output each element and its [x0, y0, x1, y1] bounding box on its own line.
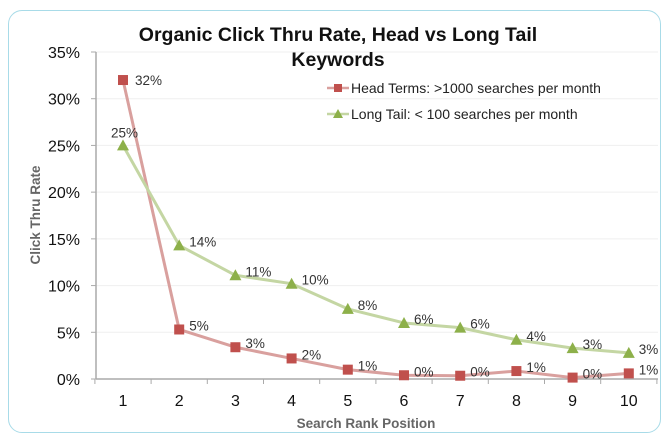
legend-marker-triangle-icon	[333, 109, 343, 118]
legend-item-long-tail: Long Tail: < 100 searches per month	[327, 106, 578, 122]
x-tick-label: 7	[456, 393, 465, 410]
legend: Head Terms: >1000 searches per month Lon…	[327, 80, 601, 122]
data-point-square	[511, 366, 522, 377]
data-label: 3%	[245, 336, 265, 351]
data-label: 1%	[639, 362, 659, 377]
y-tick-label: 5%	[57, 325, 80, 342]
data-point-square	[118, 75, 128, 86]
data-label: 0%	[470, 365, 490, 380]
legend-item-head-terms: Head Terms: >1000 searches per month	[327, 80, 601, 96]
legend-label-long-tail: Long Tail: < 100 searches per month	[351, 106, 578, 122]
series-group	[117, 75, 635, 383]
data-point-triangle	[117, 139, 129, 151]
data-point-square	[455, 370, 466, 381]
data-point-triangle	[285, 277, 298, 289]
data-label: 0%	[583, 367, 603, 382]
data-label: 11%	[245, 264, 271, 279]
chart-title-line-1: Organic Click Thru Rate, Head vs Long Ta…	[139, 24, 537, 46]
x-axis-label: Search Rank Position	[297, 416, 436, 431]
legend-label-head-terms: Head Terms: >1000 searches per month	[351, 80, 601, 96]
series-head-terms	[118, 75, 634, 383]
chart-card	[8, 10, 661, 433]
series-line	[121, 144, 629, 355]
data-point-triangle	[398, 316, 410, 328]
x-axis-ticks: 1 2 3 4 5 6 7 8 9 10	[94, 379, 658, 410]
data-label: 5%	[189, 318, 209, 333]
axes	[95, 52, 658, 380]
data-point-triangle	[510, 333, 523, 345]
x-tick-label: 9	[568, 393, 577, 410]
data-label: 8%	[358, 298, 378, 313]
chart-title-line-2: Keywords	[291, 49, 384, 71]
data-point-square	[286, 353, 297, 364]
data-point-square	[567, 372, 578, 383]
data-point-square	[174, 324, 185, 335]
data-label: 25%	[111, 125, 138, 140]
data-point-triangle	[229, 269, 242, 281]
data-label: 1%	[526, 360, 546, 375]
data-point-square	[342, 364, 353, 375]
data-label: 10%	[302, 273, 329, 288]
x-tick-label: 6	[400, 393, 409, 410]
data-label: 32%	[135, 73, 162, 88]
data-label: 0%	[414, 364, 434, 379]
y-axis-ticks: 0% 5% 10% 15% 20% 25% 30% 35%	[48, 45, 96, 389]
data-point-triangle	[622, 346, 635, 358]
x-tick-label: 8	[512, 393, 521, 410]
x-tick-label: 10	[620, 393, 638, 410]
data-label: 4%	[526, 329, 546, 344]
x-tick-label: 4	[287, 393, 296, 410]
legend-marker-square-icon	[334, 84, 342, 92]
data-point-triangle	[454, 321, 467, 333]
y-tick-label: 35%	[48, 45, 80, 62]
data-labels: 32% 5% 3% 2% 1% 0% 0% 1% 0% 1% 25% 14% 11% 10% 8% 6% 6% 4…	[111, 73, 658, 382]
data-point-square	[623, 368, 634, 379]
y-tick-label: 30%	[48, 92, 80, 109]
x-tick-label: 1	[119, 393, 128, 410]
data-label: 3%	[639, 342, 659, 357]
data-label: 3%	[583, 337, 603, 352]
x-tick-label: 2	[175, 393, 184, 410]
data-label: 6%	[470, 317, 490, 332]
data-point-triangle	[566, 342, 579, 354]
y-axis-label: Click Thru Rate	[28, 165, 43, 265]
data-point-triangle	[341, 302, 354, 314]
series-line	[121, 79, 629, 380]
x-tick-label: 5	[343, 393, 352, 410]
y-tick-label: 20%	[48, 185, 80, 202]
data-point-triangle	[173, 239, 186, 251]
data-label: 14%	[189, 234, 216, 249]
y-tick-label: 0%	[57, 372, 80, 389]
data-label: 2%	[302, 347, 322, 362]
y-tick-label: 10%	[48, 279, 80, 296]
data-point-square	[230, 342, 241, 353]
y-tick-label: 15%	[48, 232, 80, 249]
y-tick-label: 25%	[48, 138, 80, 155]
series-long-tail	[117, 139, 635, 358]
data-point-square	[399, 370, 409, 381]
data-label: 1%	[358, 359, 378, 374]
x-tick-label: 3	[231, 393, 240, 410]
data-label: 6%	[414, 312, 434, 327]
